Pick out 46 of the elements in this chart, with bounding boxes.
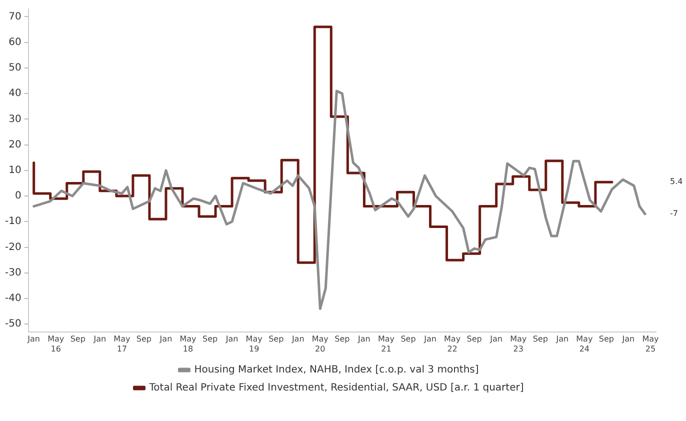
x-tick-label: Sep [136, 334, 152, 344]
y-tick-label: -30 [4, 267, 22, 278]
x-tick-label: Jan [555, 334, 569, 344]
legend-label: Total Real Private Fixed Investment, Residential, SAAR, USD [a.r. 1 quarter] [148, 382, 524, 394]
y-tick-label: 20 [8, 139, 22, 150]
x-tick-label: Jan [423, 334, 436, 344]
y-tick-label: -10 [4, 216, 22, 228]
y-tick-label: -40 [4, 293, 22, 304]
y-tick-label: 0 [14, 190, 22, 202]
y-tick-label: 50 [8, 62, 22, 74]
x-tick-label: Jan [489, 334, 502, 344]
y-tick-label: 10 [8, 164, 22, 176]
x-tick-label: Sep [268, 334, 284, 344]
x-tick-label: Jan [158, 334, 172, 344]
x-tick-label: May 23 [510, 334, 527, 354]
x-tick-label: Jan [621, 334, 635, 344]
x-tick-label: May 19 [246, 334, 263, 354]
x-tick-label: May 20 [312, 334, 329, 354]
x-tick-label: Sep [400, 334, 416, 344]
x-tick-label: Sep [70, 334, 86, 344]
y-tick-label: 70 [8, 11, 22, 22]
x-tick-label: Sep [202, 334, 218, 344]
x-tick-label: Sep [466, 334, 482, 344]
x-tick-label: Sep [334, 334, 350, 344]
x-tick-label: Jan [290, 334, 304, 344]
y-tick-label: -50 [4, 318, 22, 330]
y-tick-label: 30 [8, 114, 22, 125]
x-tick-label: Jan [224, 334, 238, 344]
x-tick-label: Jan [26, 334, 40, 344]
y-tick-label: 40 [8, 88, 22, 100]
x-tick-label: Jan [92, 334, 106, 344]
x-tick-label: Jan [357, 334, 370, 344]
x-tick-label: May 16 [48, 334, 64, 354]
text: -7 [670, 208, 678, 218]
x-tick-label: May 21 [378, 334, 395, 354]
x-tick-label: May 24 [576, 334, 593, 354]
x-tick-label: May 17 [114, 334, 130, 354]
x-tick-label: May 22 [444, 334, 461, 354]
x-tick-label: May 25 [642, 334, 660, 354]
y-tick-label: -20 [4, 242, 22, 253]
text: 5.4 [670, 176, 683, 186]
y-tick-label: 60 [8, 36, 22, 48]
x-tick-label: Sep [532, 334, 548, 344]
legend-label: Housing Market Index, NAHB, Index [c.o.p. val 3 months] [194, 364, 479, 376]
x-tick-label: Sep [598, 334, 614, 344]
x-tick-label: May 18 [180, 334, 197, 354]
